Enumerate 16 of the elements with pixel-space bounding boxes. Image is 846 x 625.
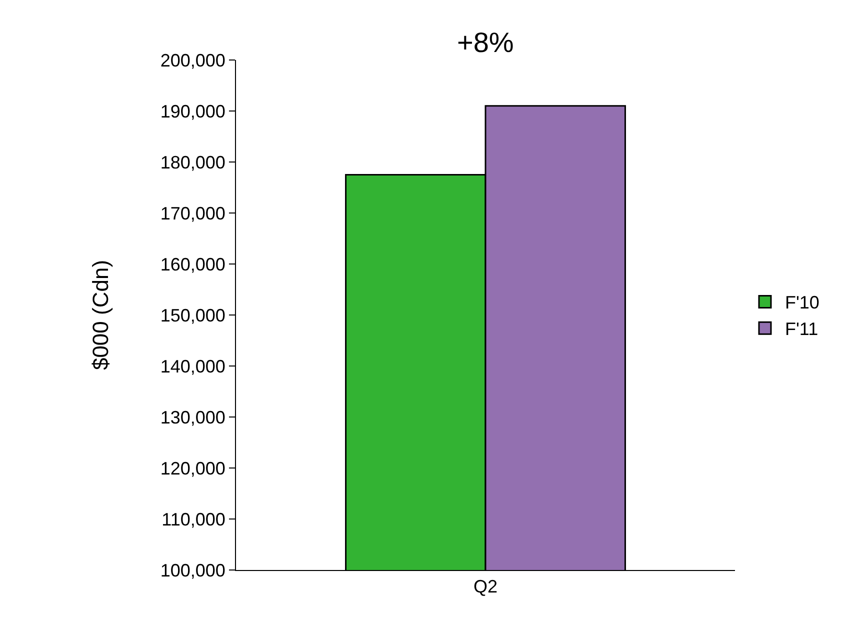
y-tick-label: 110,000 bbox=[162, 509, 226, 530]
legend-label: F'10 bbox=[784, 292, 820, 313]
y-tick-label: 130,000 bbox=[160, 407, 226, 428]
y-tick-label: 120,000 bbox=[160, 458, 226, 478]
y-tick-label: 140,000 bbox=[160, 356, 226, 376]
y-tick-label: 190,000 bbox=[160, 101, 226, 122]
x-tick-label: Q2 bbox=[473, 576, 498, 597]
y-tick-label: 200,000 bbox=[160, 50, 226, 70]
y-axis-title: $000 (Cdn) bbox=[88, 260, 114, 370]
y-tick-label: 170,000 bbox=[160, 203, 226, 224]
legend-label: F'11 bbox=[784, 319, 818, 340]
y-tick-label: 150,000 bbox=[160, 305, 226, 326]
y-tick-label: 180,000 bbox=[160, 152, 226, 172]
y-tick-label: 100,000 bbox=[160, 560, 226, 580]
text: +8% bbox=[457, 27, 514, 58]
y-tick-label: 160,000 bbox=[160, 254, 226, 274]
